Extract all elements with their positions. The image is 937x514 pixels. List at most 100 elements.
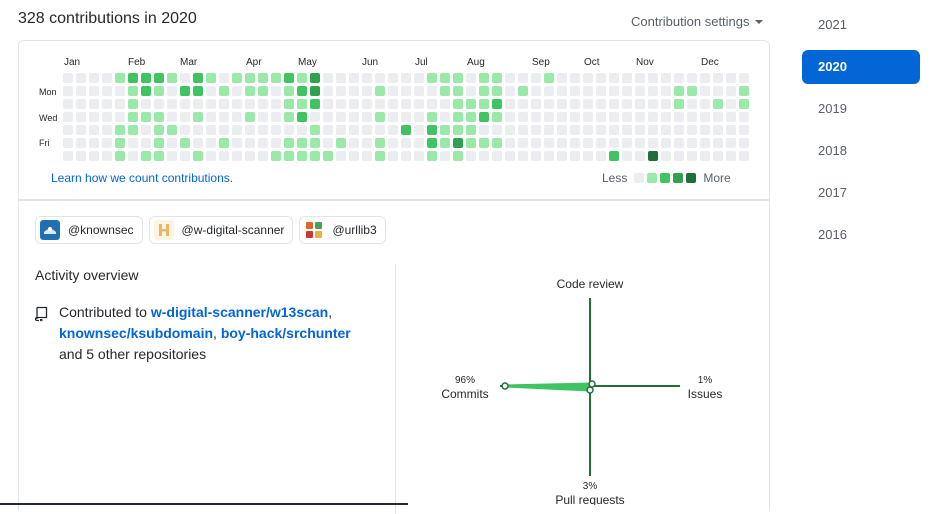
contribution-cell[interactable] xyxy=(505,138,515,148)
contribution-cell[interactable] xyxy=(635,138,645,148)
contribution-cell[interactable] xyxy=(154,73,164,83)
contribution-cell[interactable] xyxy=(115,138,125,148)
contribution-cell[interactable] xyxy=(193,112,203,122)
contribution-cell[interactable] xyxy=(297,112,307,122)
contribution-cell[interactable] xyxy=(674,151,684,161)
contribution-cell[interactable] xyxy=(310,73,320,83)
contribution-cell[interactable] xyxy=(388,99,398,109)
contribution-cell[interactable] xyxy=(505,151,515,161)
contribution-cell[interactable] xyxy=(115,86,125,96)
contribution-cell[interactable] xyxy=(648,73,658,83)
contribution-cell[interactable] xyxy=(401,138,411,148)
contribution-cell[interactable] xyxy=(596,125,606,135)
contribution-cell[interactable] xyxy=(414,151,424,161)
contribution-cell[interactable] xyxy=(739,86,749,96)
contribution-cell[interactable] xyxy=(544,112,554,122)
contribution-cell[interactable] xyxy=(583,86,593,96)
contribution-cell[interactable] xyxy=(375,86,385,96)
contribution-cell[interactable] xyxy=(739,151,749,161)
contribution-cell[interactable] xyxy=(674,125,684,135)
contribution-cell[interactable] xyxy=(635,125,645,135)
learn-contributions-link[interactable]: Learn how we count contributions. xyxy=(51,171,234,185)
contribution-cell[interactable] xyxy=(297,125,307,135)
contribution-cell[interactable] xyxy=(557,138,567,148)
contribution-cell[interactable] xyxy=(544,138,554,148)
contribution-cell[interactable] xyxy=(297,99,307,109)
contribution-cell[interactable] xyxy=(531,99,541,109)
contribution-cell[interactable] xyxy=(557,112,567,122)
contribution-cell[interactable] xyxy=(544,73,554,83)
contribution-cell[interactable] xyxy=(479,138,489,148)
contribution-cell[interactable] xyxy=(609,86,619,96)
contribution-cell[interactable] xyxy=(570,138,580,148)
contribution-cell[interactable] xyxy=(219,138,229,148)
contribution-cell[interactable] xyxy=(687,86,697,96)
contribution-cell[interactable] xyxy=(661,112,671,122)
contribution-cell[interactable] xyxy=(713,86,723,96)
contribution-cell[interactable] xyxy=(388,138,398,148)
contribution-cell[interactable] xyxy=(128,151,138,161)
contribution-cell[interactable] xyxy=(258,112,268,122)
contribution-cell[interactable] xyxy=(128,112,138,122)
contribution-cell[interactable] xyxy=(440,86,450,96)
contribution-cell[interactable] xyxy=(622,86,632,96)
contribution-cell[interactable] xyxy=(518,99,528,109)
contribution-cell[interactable] xyxy=(596,99,606,109)
contribution-cell[interactable] xyxy=(687,99,697,109)
contribution-cell[interactable] xyxy=(76,112,86,122)
contribution-cell[interactable] xyxy=(180,125,190,135)
contribution-cell[interactable] xyxy=(115,99,125,109)
contribution-cell[interactable] xyxy=(401,99,411,109)
contribution-cell[interactable] xyxy=(518,138,528,148)
contribution-cell[interactable] xyxy=(310,86,320,96)
contribution-cell[interactable] xyxy=(245,138,255,148)
contribution-cell[interactable] xyxy=(63,112,73,122)
contribution-cell[interactable] xyxy=(336,125,346,135)
contribution-cell[interactable] xyxy=(375,112,385,122)
contribution-cell[interactable] xyxy=(206,112,216,122)
contribution-cell[interactable] xyxy=(492,125,502,135)
contribution-cell[interactable] xyxy=(427,112,437,122)
contribution-cell[interactable] xyxy=(505,112,515,122)
contribution-cell[interactable] xyxy=(713,138,723,148)
contribution-cell[interactable] xyxy=(154,86,164,96)
contribution-cell[interactable] xyxy=(427,138,437,148)
contribution-cell[interactable] xyxy=(167,151,177,161)
contribution-cell[interactable] xyxy=(427,151,437,161)
contribution-cell[interactable] xyxy=(349,73,359,83)
contribution-cell[interactable] xyxy=(713,112,723,122)
contribution-cell[interactable] xyxy=(687,138,697,148)
contribution-cell[interactable] xyxy=(414,138,424,148)
contribution-cell[interactable] xyxy=(687,73,697,83)
contribution-cell[interactable] xyxy=(505,86,515,96)
contribution-cell[interactable] xyxy=(310,99,320,109)
contribution-cell[interactable] xyxy=(336,151,346,161)
contribution-cell[interactable] xyxy=(258,151,268,161)
contribution-cell[interactable] xyxy=(544,99,554,109)
contribution-cell[interactable] xyxy=(440,73,450,83)
contribution-cell[interactable] xyxy=(518,112,528,122)
contribution-cell[interactable] xyxy=(63,125,73,135)
contribution-cell[interactable] xyxy=(401,86,411,96)
contribution-cell[interactable] xyxy=(115,112,125,122)
contribution-cell[interactable] xyxy=(609,73,619,83)
contribution-cell[interactable] xyxy=(648,125,658,135)
contribution-cell[interactable] xyxy=(271,73,281,83)
contribution-cell[interactable] xyxy=(128,86,138,96)
contribution-cell[interactable] xyxy=(440,99,450,109)
contribution-cell[interactable] xyxy=(323,112,333,122)
contribution-cell[interactable] xyxy=(63,151,73,161)
contribution-cell[interactable] xyxy=(154,99,164,109)
contribution-cell[interactable] xyxy=(375,125,385,135)
contribution-cell[interactable] xyxy=(414,73,424,83)
contribution-cell[interactable] xyxy=(739,138,749,148)
contribution-cell[interactable] xyxy=(310,112,320,122)
contribution-cell[interactable] xyxy=(583,138,593,148)
contribution-cell[interactable] xyxy=(232,125,242,135)
contribution-cell[interactable] xyxy=(271,112,281,122)
contribution-cell[interactable] xyxy=(518,151,528,161)
contribution-cell[interactable] xyxy=(401,112,411,122)
contribution-cell[interactable] xyxy=(193,125,203,135)
contribution-cell[interactable] xyxy=(206,73,216,83)
contribution-cell[interactable] xyxy=(674,112,684,122)
